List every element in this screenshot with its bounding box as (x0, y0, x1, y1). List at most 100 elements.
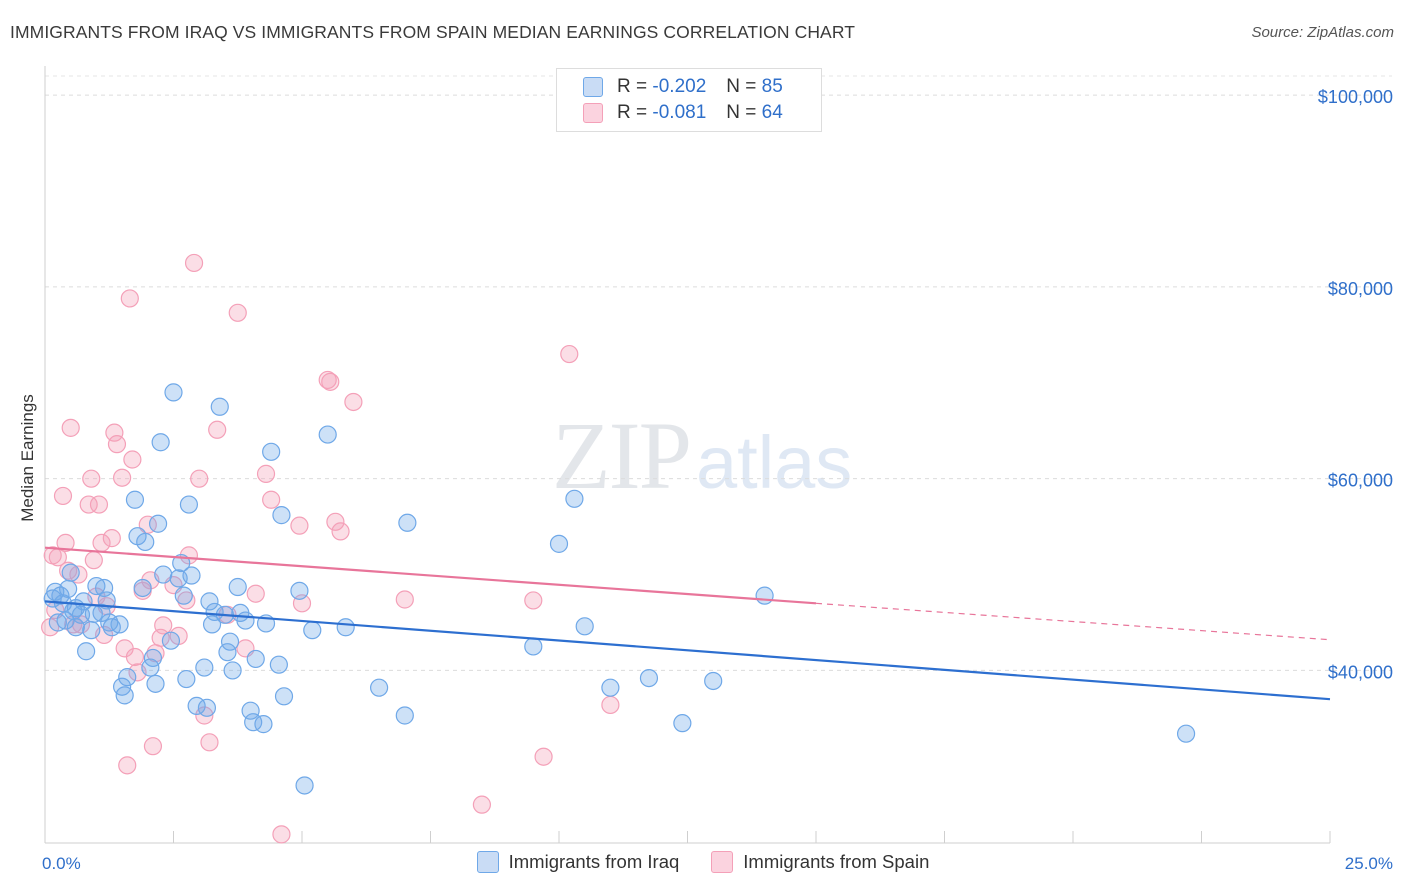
y-tick-label: $60,000 (1328, 471, 1393, 491)
data-point-iraq (164, 383, 183, 402)
data-point-spain (105, 423, 124, 442)
y-tick-label: $80,000 (1328, 279, 1393, 299)
data-point-iraq (575, 617, 594, 636)
data-point-iraq (82, 621, 101, 640)
legend-spain-n-value: 64 (761, 102, 783, 123)
data-point-iraq (370, 678, 389, 697)
legend-iraq-r-label: R = (617, 76, 648, 97)
data-point-iraq (241, 701, 260, 720)
data-point-iraq (161, 631, 181, 650)
data-point-iraq (118, 668, 137, 687)
data-point-iraq (59, 579, 78, 599)
grid (45, 75, 1392, 671)
data-point-spain (79, 495, 98, 514)
data-point-iraq (269, 655, 288, 674)
y-tick-label: $100,000 (1318, 87, 1393, 107)
data-point-spain (318, 370, 337, 390)
x-tick-label: 0.0% (42, 854, 81, 873)
data-point-iraq (318, 425, 337, 444)
watermark-zip: ZIP (552, 402, 692, 509)
data-point-spain (560, 344, 579, 364)
data-point-iraq (154, 565, 173, 584)
data-point-spain (179, 546, 199, 565)
data-point-spain (395, 590, 414, 609)
data-point-spain (262, 490, 281, 509)
data-point-iraq (236, 611, 255, 630)
data-point-spain (246, 584, 265, 603)
legend-item-iraq[interactable]: Immigrants from Iraq (476, 851, 679, 873)
data-point-iraq (195, 658, 214, 677)
data-point-spain (601, 695, 620, 715)
data-point-iraq (246, 649, 265, 669)
data-point-iraq (125, 490, 145, 509)
data-point-spain (524, 591, 543, 610)
data-point-iraq (295, 776, 314, 795)
data-point-iraq (61, 563, 80, 582)
legend-swatch-iraq (583, 77, 603, 97)
series-spain-points (41, 253, 620, 844)
legend-item-spain-label: Immigrants from Spain (743, 851, 930, 872)
y-tick-label: $40,000 (1328, 662, 1393, 682)
data-point-iraq (177, 669, 196, 689)
data-point-spain (89, 495, 109, 514)
data-point-iraq (228, 577, 247, 597)
data-point-spain (177, 591, 196, 610)
trend-lines (44, 546, 1331, 701)
data-point-iraq (179, 495, 199, 514)
data-point-iraq (174, 586, 193, 605)
data-point-spain (472, 795, 491, 814)
data-point-iraq (755, 586, 774, 605)
data-point-iraq (601, 678, 620, 697)
data-point-spain (190, 469, 209, 488)
data-point-iraq (272, 506, 291, 525)
data-point-iraq (218, 643, 237, 662)
data-point-iraq (197, 698, 217, 717)
data-point-iraq (66, 599, 85, 618)
axes (44, 66, 1331, 844)
data-point-iraq (84, 604, 103, 623)
data-point-iraq (115, 686, 134, 705)
data-point-iraq (704, 671, 723, 691)
data-point-spain (84, 551, 103, 570)
data-point-iraq (395, 706, 414, 725)
trendline-spain-extrapolated (815, 602, 1331, 641)
data-point-spain (154, 616, 173, 635)
chart-title: IMMIGRANTS FROM IRAQ VS IMMIGRANTS FROM … (10, 22, 856, 42)
data-point-spain (228, 303, 247, 322)
legend-item-spain[interactable]: Immigrants from Spain (711, 851, 929, 873)
data-point-iraq (290, 581, 309, 600)
data-point-iraq (336, 618, 355, 637)
data-point-spain (125, 647, 145, 667)
data-point-iraq (210, 397, 229, 416)
legend-row-iraq: R = -0.202 N = 85 (583, 74, 783, 100)
data-point-spain (344, 392, 363, 412)
legend-swatch-spain (583, 103, 603, 123)
data-point-iraq (151, 433, 170, 452)
data-point-spain (82, 469, 101, 488)
data-point-iraq (133, 578, 152, 598)
series-legend: Immigrants from Iraq Immigrants from Spa… (0, 851, 1406, 873)
data-point-spain (107, 435, 127, 454)
data-point-spain (102, 529, 121, 548)
data-point-spain (53, 486, 73, 506)
data-point-iraq (565, 489, 584, 508)
data-point-iraq (148, 514, 168, 533)
legend-spain-r-value: -0.081 (652, 102, 707, 123)
legend-iraq-r-value: -0.202 (652, 76, 707, 97)
trendline-iraq (44, 600, 1331, 701)
watermark-atlas: atlas (696, 421, 853, 504)
data-point-iraq (205, 602, 224, 622)
data-point-iraq (254, 715, 273, 734)
legend-item-spain-swatch (711, 851, 734, 873)
data-point-spain (290, 516, 309, 535)
data-point-iraq (262, 442, 281, 461)
data-point-spain (208, 420, 227, 439)
legend-spain-r-label: R = (617, 102, 648, 123)
data-point-iraq (398, 513, 417, 532)
legend-item-iraq-swatch (476, 851, 499, 873)
legend-iraq-n-value: 85 (761, 76, 783, 97)
data-point-spain (56, 533, 75, 553)
data-point-spain (534, 747, 553, 766)
trendline-spain (44, 546, 817, 605)
